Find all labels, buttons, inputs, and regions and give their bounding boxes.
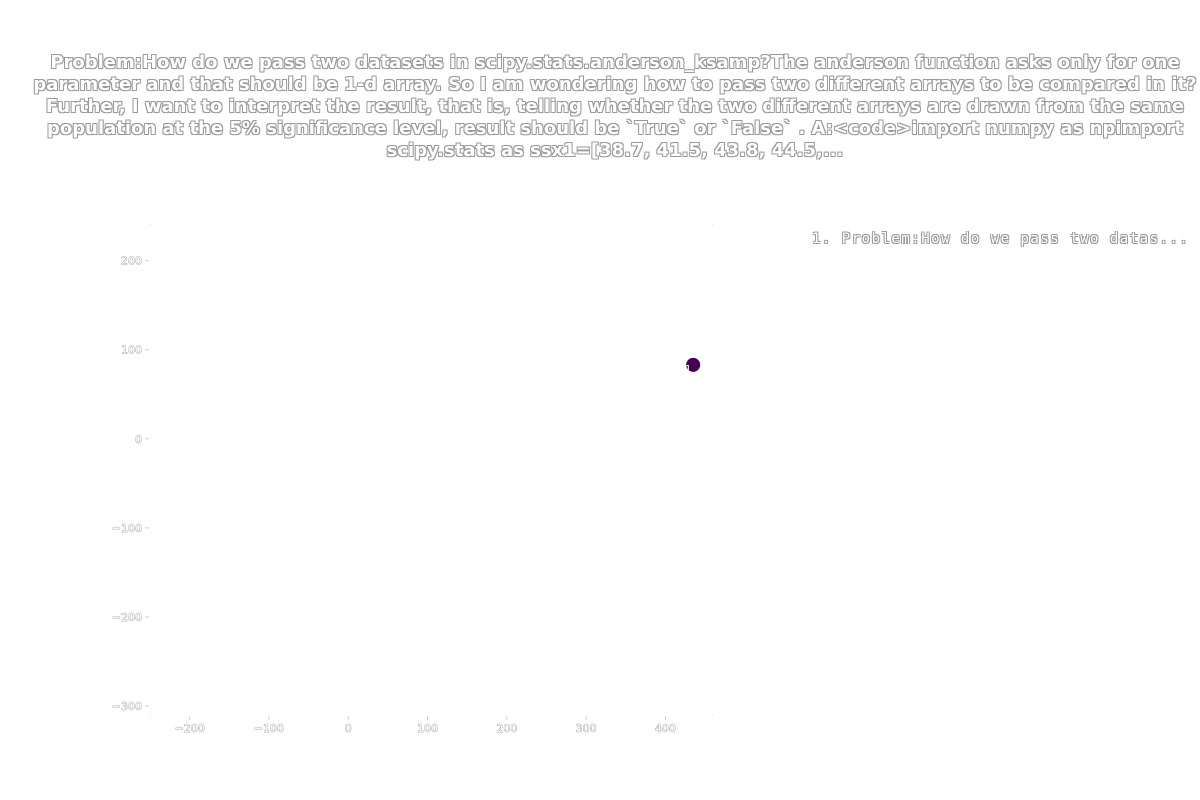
y-tick-label: 0 <box>135 433 142 446</box>
legend-entry: 1. Problem:How do we pass two datas... <box>812 231 1190 247</box>
x-tick-label: −200 <box>175 722 205 735</box>
x-tick-label: −100 <box>254 722 284 735</box>
y-tick-label: −100 <box>112 522 142 535</box>
x-tick-label: 200 <box>496 722 517 735</box>
y-tick-label: −200 <box>112 611 142 624</box>
y-tick-label: 200 <box>121 255 142 268</box>
x-tick-label: 100 <box>417 722 438 735</box>
y-tick-label: 100 <box>121 344 142 357</box>
x-tick-label: 0 <box>345 722 352 735</box>
x-tick-label: 300 <box>576 722 597 735</box>
plot-corner-mark <box>149 714 151 716</box>
plot-corner-mark <box>712 224 714 226</box>
plot-corner-mark <box>712 714 714 716</box>
y-tick-label: −300 <box>112 700 142 713</box>
data-point-label: 1 <box>685 364 691 375</box>
chart-title: Problem:How do we pass two datasets in s… <box>33 52 1197 161</box>
plot-corner-mark <box>149 224 151 226</box>
data-point <box>686 357 701 372</box>
x-tick-label: 400 <box>655 722 676 735</box>
